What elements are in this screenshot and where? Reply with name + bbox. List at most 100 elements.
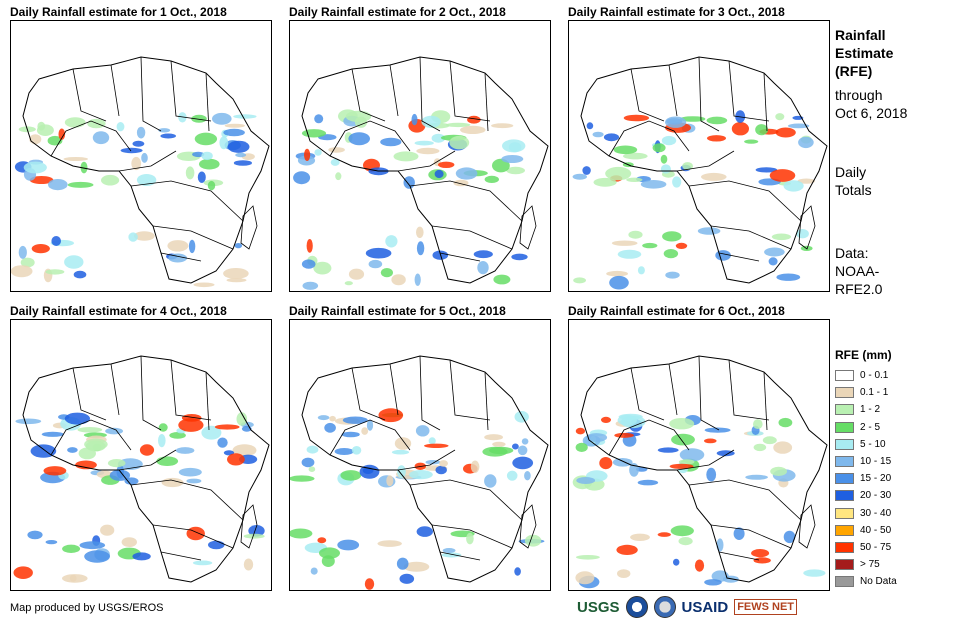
legend-label: 50 - 75 <box>860 541 892 553</box>
rainfall-patch <box>776 273 801 281</box>
rainfall-patch <box>396 557 409 570</box>
continent-outline <box>580 56 828 284</box>
rainfall-patch <box>616 544 638 555</box>
rainfall-patch <box>704 438 717 444</box>
panel-title-5: Daily Rainfall estimate for 5 Oct., 2018 <box>289 304 506 318</box>
rainfall-patch <box>207 180 216 191</box>
country-border <box>205 72 210 132</box>
rainfall-patch <box>69 574 77 582</box>
legend-swatch <box>835 576 854 588</box>
rainfall-patch <box>671 433 695 446</box>
rainfall-patch <box>41 431 64 437</box>
through-value: Oct 6, 2018 <box>835 105 908 121</box>
rainfall-patch <box>306 239 313 253</box>
rainfall-map-2 <box>289 20 551 292</box>
rainfall-patch <box>132 140 145 147</box>
country-border <box>608 120 690 157</box>
rainfall-patch <box>342 416 368 424</box>
continent-outline <box>22 56 270 284</box>
rainfall-patch <box>744 139 759 144</box>
rainfall-patch <box>178 467 202 477</box>
rainfall-patch <box>380 268 393 278</box>
rainfall-patch <box>199 158 220 170</box>
country-border <box>439 252 481 262</box>
rainfall-patch <box>467 115 481 124</box>
rainfall-patch <box>642 242 658 249</box>
rainfall-patch <box>675 242 688 249</box>
rainfall-patch <box>62 544 81 553</box>
legend-item: 40 - 50 <box>835 522 897 539</box>
country-border <box>170 359 212 421</box>
rainfall-map-6 <box>568 319 830 591</box>
rainfall-patch <box>611 240 638 246</box>
rainfall-patch <box>617 569 631 578</box>
rainfall-patch <box>585 433 608 442</box>
noaa-logo-icon <box>625 596 648 618</box>
africa-map-svg <box>572 56 828 290</box>
usaid-logo: USAID <box>681 598 729 616</box>
rainfall-patch <box>753 557 771 564</box>
rainfall-patch <box>466 532 474 545</box>
rainfall-patch <box>64 117 86 128</box>
rainfall-patch <box>416 147 440 155</box>
rainfall-map-3 <box>568 20 830 292</box>
legend-item: 1 - 2 <box>835 401 897 418</box>
legend: 0 - 0.1 0.1 - 1 1 - 2 2 - 5 5 - 10 10 - 15 15 … <box>835 367 897 590</box>
data-line3: RFE2.0 <box>835 281 883 297</box>
rainfall-patch <box>665 116 687 128</box>
rainfall-patch <box>351 446 362 455</box>
rainfall-patch <box>572 173 587 180</box>
rainfall-patch <box>393 151 419 162</box>
rainfall-patch <box>473 250 493 259</box>
rainfall-patch <box>314 114 324 124</box>
rainfall-patch <box>365 247 392 259</box>
rainfall-patch <box>771 233 791 241</box>
rainfall-patch <box>755 167 778 173</box>
rainfall-patch <box>489 446 514 455</box>
rainfall-patch <box>617 414 637 426</box>
rainfall-patch <box>613 145 638 155</box>
legend-label: 20 - 30 <box>860 490 892 502</box>
rainfall-patch <box>48 179 68 191</box>
country-border <box>763 371 768 431</box>
rainfall-patch <box>682 162 693 171</box>
rainfall-patch <box>502 139 526 153</box>
country-border <box>484 371 489 431</box>
rainfall-patch <box>514 411 529 423</box>
rainfall-patch <box>175 447 195 454</box>
legend-swatch <box>835 524 854 536</box>
rainfall-patch <box>403 176 415 189</box>
rainfall-patch <box>414 140 434 146</box>
rainfall-patch <box>755 124 768 136</box>
country-border <box>118 150 177 172</box>
continent-outline <box>301 355 549 583</box>
legend-label: 30 - 40 <box>860 507 892 519</box>
rainfall-patch <box>141 152 148 163</box>
panel-title-2: Daily Rainfall estimate for 2 Oct., 2018 <box>289 5 506 19</box>
rainfall-patch <box>361 427 369 435</box>
country-border <box>668 64 678 117</box>
rainfall-patch <box>640 180 667 189</box>
country-border <box>409 180 523 222</box>
rainfall-patch <box>435 465 447 475</box>
rainfall-patch <box>214 424 240 430</box>
data-source: Data: NOAA- RFE2.0 <box>835 244 882 298</box>
data-line2: NOAA- <box>835 263 880 279</box>
madagascar-outline <box>519 205 537 250</box>
legend-swatch <box>835 370 854 382</box>
rainfall-patch <box>783 530 796 544</box>
africa-map-svg <box>572 355 828 589</box>
rainfall-patch <box>36 124 54 136</box>
country-border <box>72 68 107 122</box>
rainfall-patch <box>341 431 360 438</box>
rainfall-patch <box>201 425 222 440</box>
rainfall-patch <box>136 126 146 139</box>
side-title-line3: (RFE) <box>835 63 873 79</box>
rainfall-patch <box>100 524 115 536</box>
rainfall-patch <box>186 526 205 541</box>
country-border <box>118 449 177 471</box>
rainfall-patch <box>753 419 763 429</box>
rainfall-patch <box>314 149 322 156</box>
rainfall-patch <box>770 466 787 476</box>
rainfall-patch <box>745 474 768 480</box>
